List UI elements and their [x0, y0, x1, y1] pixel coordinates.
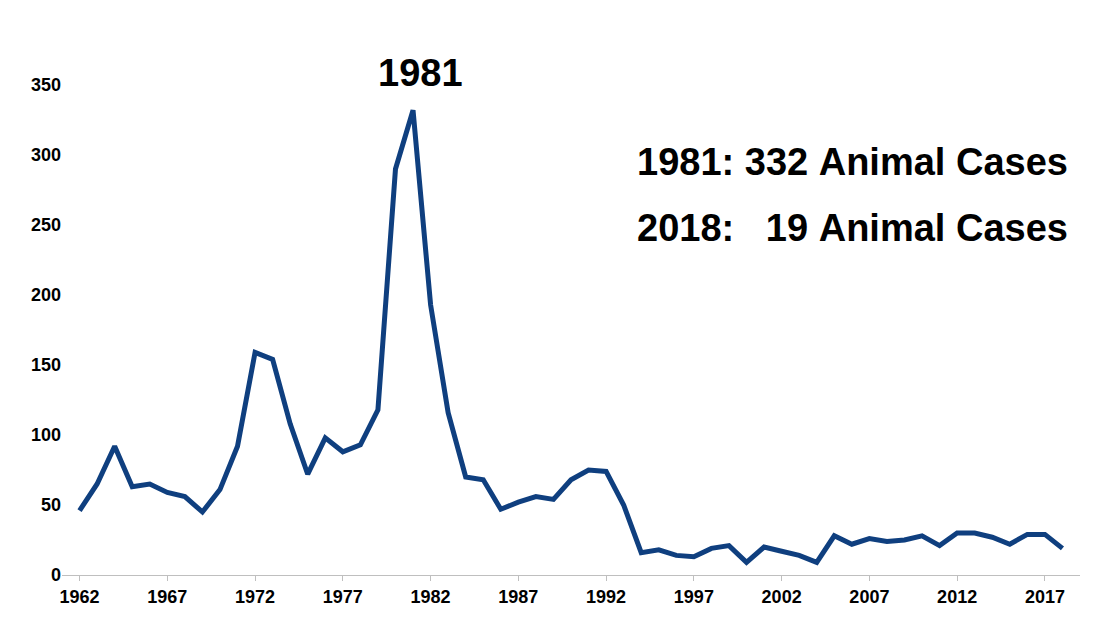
svg-text:1967: 1967 — [147, 587, 187, 607]
svg-text:1962: 1962 — [60, 587, 100, 607]
svg-text:2012: 2012 — [937, 587, 977, 607]
svg-text:1982: 1982 — [411, 587, 451, 607]
svg-text:50: 50 — [41, 495, 61, 515]
svg-text:2017: 2017 — [1025, 587, 1065, 607]
svg-text:2018: 19 Animal Cases: 2018: 19 Animal Cases — [637, 207, 1068, 249]
svg-text:1992: 1992 — [586, 587, 626, 607]
svg-text:150: 150 — [31, 355, 61, 375]
svg-text:350: 350 — [31, 75, 61, 95]
svg-text:200: 200 — [31, 285, 61, 305]
svg-text:300: 300 — [31, 145, 61, 165]
svg-text:1997: 1997 — [674, 587, 714, 607]
svg-text:100: 100 — [31, 425, 61, 445]
svg-text:1977: 1977 — [323, 587, 363, 607]
svg-text:2007: 2007 — [849, 587, 889, 607]
svg-text:0: 0 — [51, 565, 61, 585]
svg-text:1981: 1981 — [378, 52, 463, 94]
svg-text:1987: 1987 — [498, 587, 538, 607]
svg-text:2002: 2002 — [762, 587, 802, 607]
svg-text:250: 250 — [31, 215, 61, 235]
svg-text:1981: 332 Animal Cases: 1981: 332 Animal Cases — [637, 141, 1068, 183]
svg-text:1972: 1972 — [235, 587, 275, 607]
